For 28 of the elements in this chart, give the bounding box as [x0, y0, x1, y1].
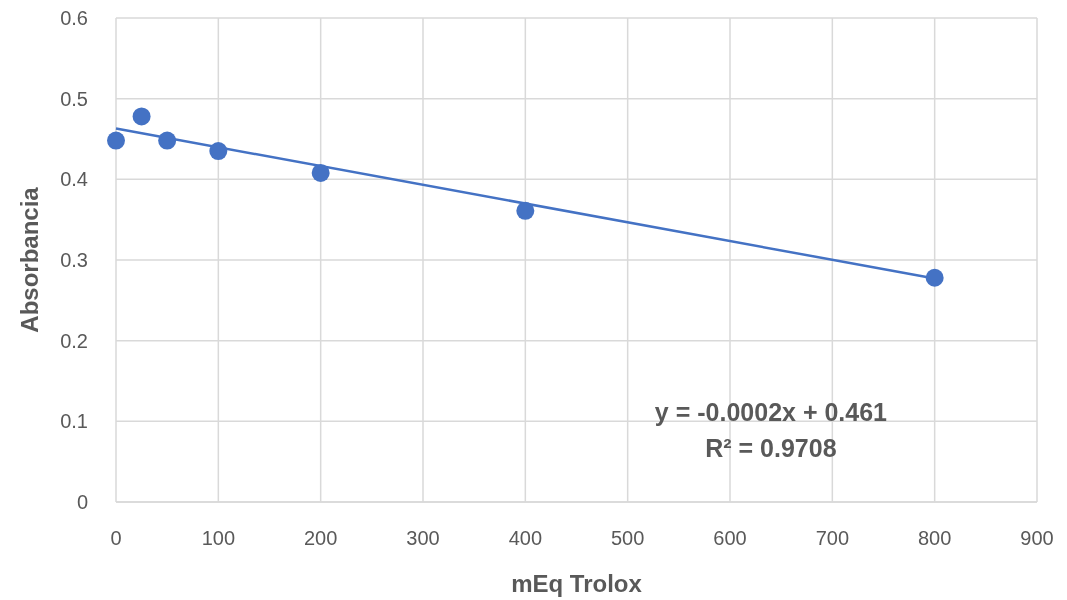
y-axis-title: Absorbancia	[16, 186, 43, 333]
point	[158, 131, 177, 150]
x-tick-label: 400	[508, 527, 543, 549]
point	[107, 131, 125, 150]
x-axis-title: mEq Trolox	[511, 570, 643, 597]
y-tick-label: 0.6	[60, 7, 88, 29]
point	[209, 142, 228, 161]
point	[311, 163, 330, 182]
x-tick-label: 500	[610, 527, 645, 549]
x-tick-label: 100	[201, 527, 236, 549]
x-tick-label: 200	[303, 527, 338, 549]
x-tick-label: 800	[917, 527, 952, 549]
annotation: y = -0.0002x + 0.461	[654, 398, 888, 427]
y-tick-label: 0.5	[60, 87, 88, 110]
annotation: R² = 0.9708	[705, 434, 837, 463]
x-tick-label: 600	[713, 527, 747, 549]
y-tick-label: 0.2	[60, 329, 88, 352]
y-tick-label: 0.4	[60, 168, 88, 191]
point	[516, 201, 535, 220]
x-tick-label: 700	[815, 527, 850, 549]
point	[132, 107, 151, 126]
y-tick-label: 0.3	[60, 249, 88, 271]
x-tick-label: 300	[406, 527, 440, 549]
x-tick-label: 900	[1020, 527, 1054, 549]
y-tick-label: 0	[76, 491, 88, 513]
y-tick-label: 0.1	[60, 410, 88, 433]
x-tick-label: 0	[110, 527, 122, 549]
point	[925, 268, 944, 287]
